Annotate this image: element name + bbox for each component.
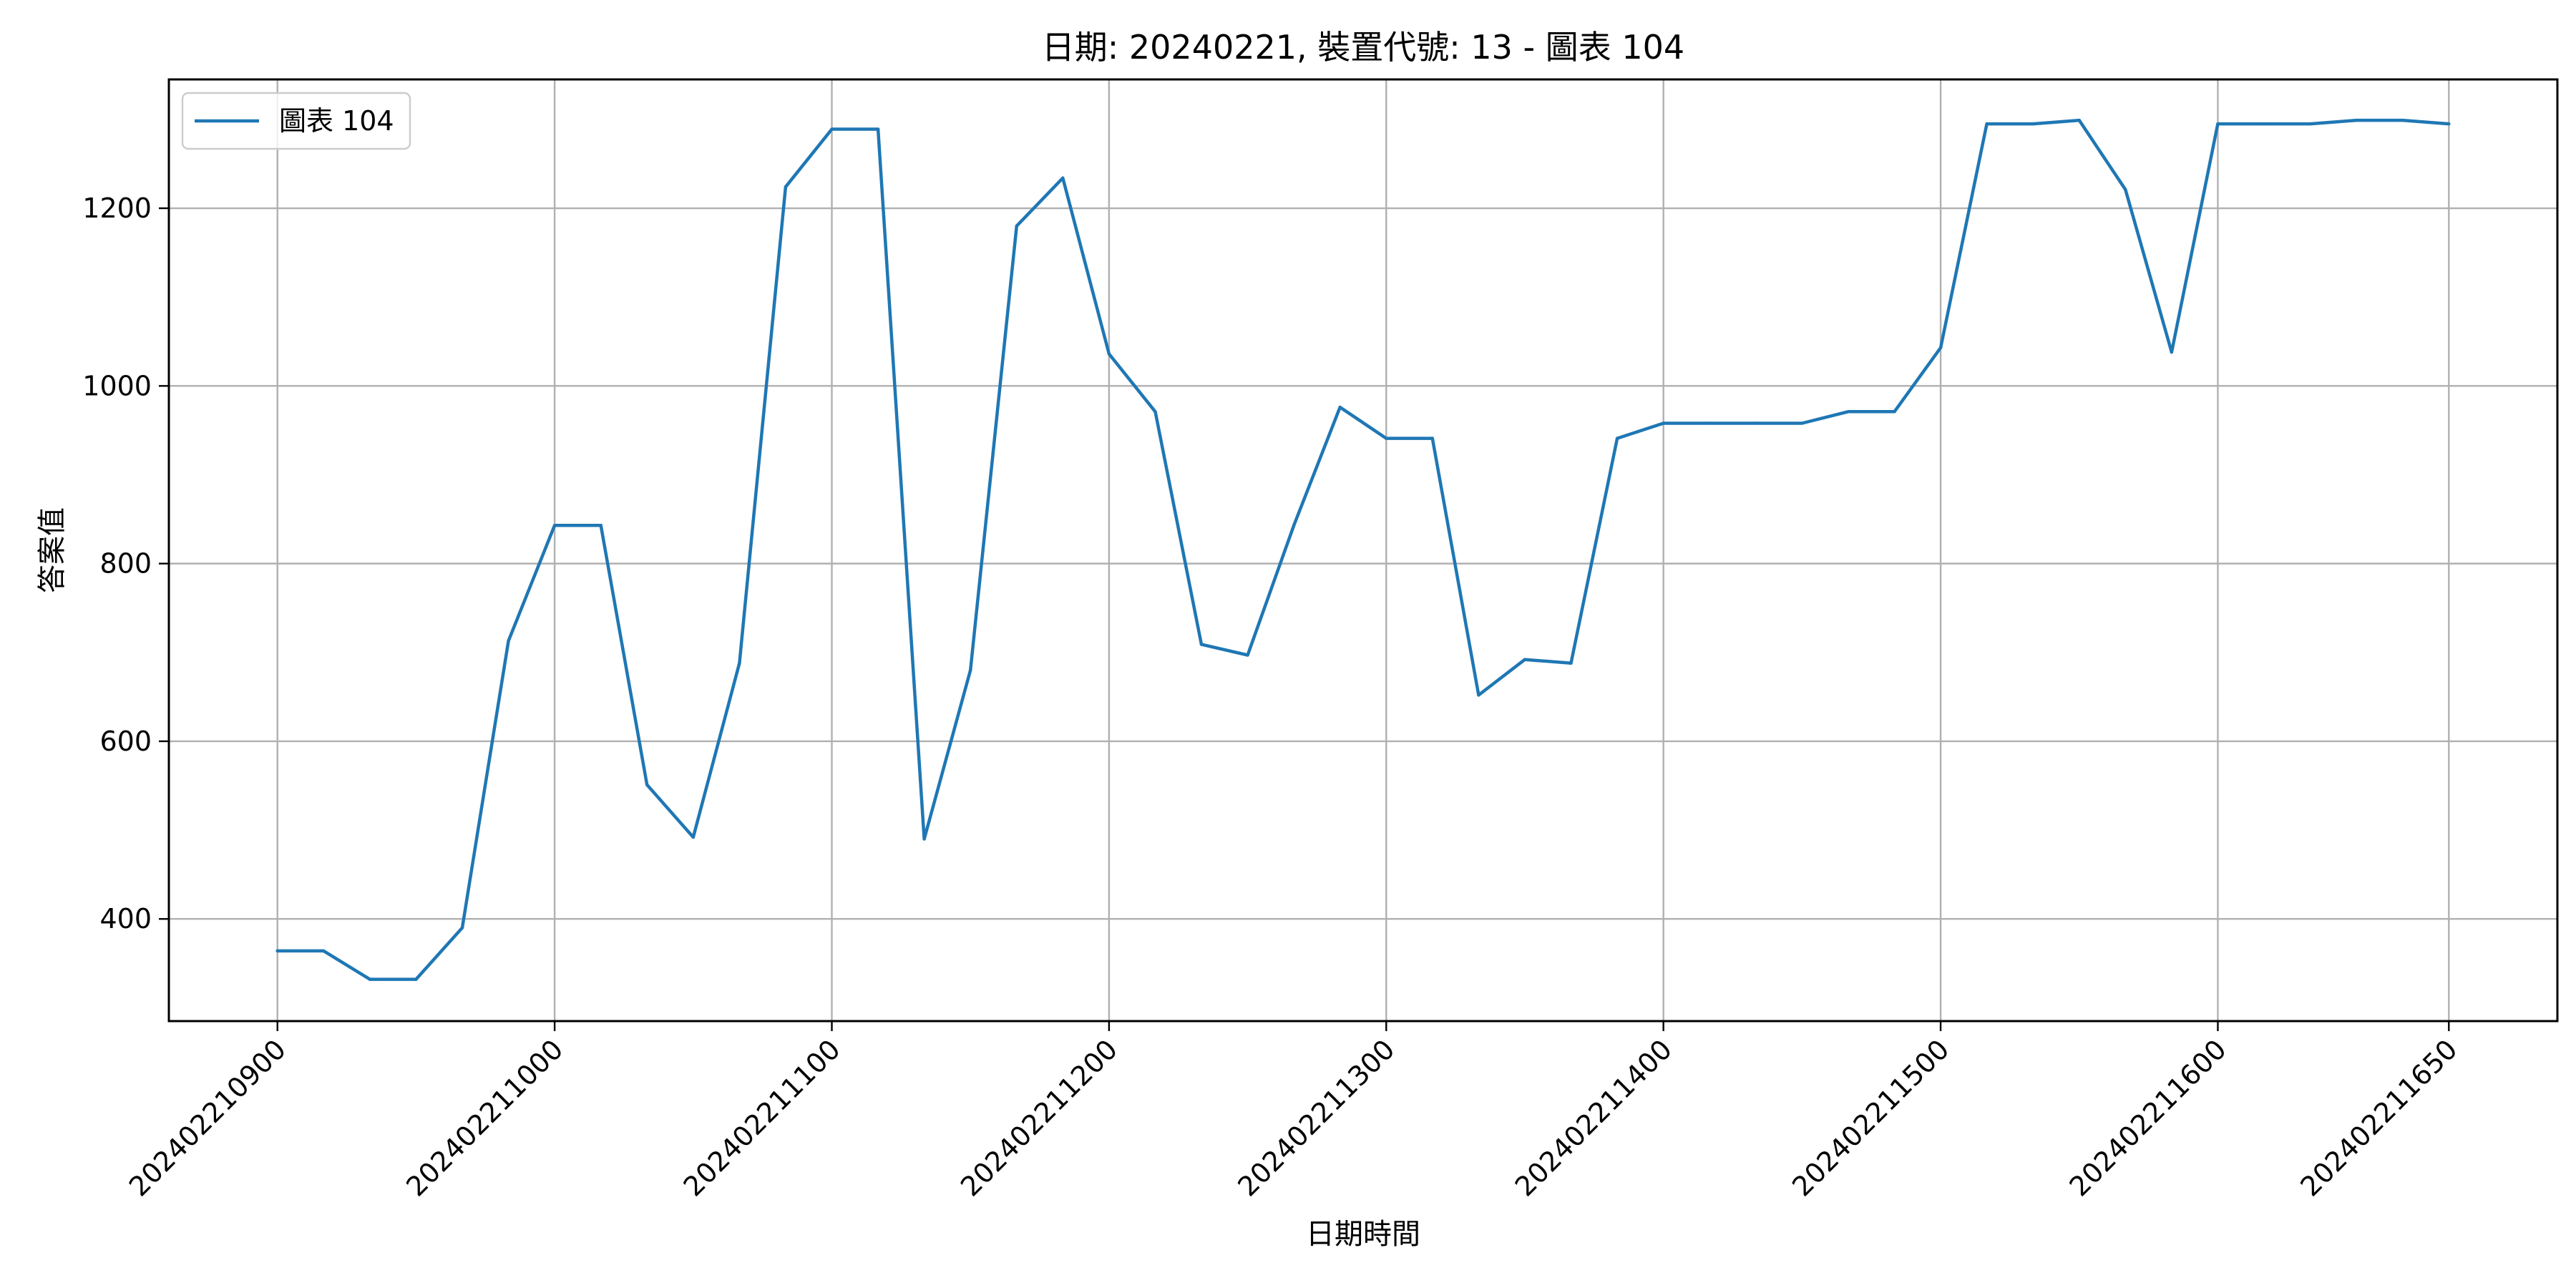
data-point xyxy=(1662,421,1665,425)
data-point xyxy=(414,977,418,981)
data-point xyxy=(1153,410,1157,414)
data-point xyxy=(1477,693,1480,697)
data-point xyxy=(2216,122,2220,126)
data-point xyxy=(368,977,372,981)
legend-label: 圖表 104 xyxy=(279,105,394,137)
data-point xyxy=(1800,421,1804,425)
data-point xyxy=(2031,122,2035,126)
x-tick-label: 202402211200 xyxy=(955,1033,1123,1202)
data-point xyxy=(275,949,279,953)
data-point xyxy=(1523,658,1527,661)
data-point xyxy=(1107,352,1111,356)
series-layer xyxy=(275,118,2451,981)
chart-title: 日期: 20240221, 裝置代號: 13 - 圖表 104 xyxy=(1042,28,1684,67)
x-tick-label: 202402211100 xyxy=(678,1033,847,1202)
data-point xyxy=(2077,118,2081,122)
data-point xyxy=(1615,436,1619,440)
data-point xyxy=(2170,350,2174,354)
data-point xyxy=(968,668,972,672)
data-point xyxy=(2124,187,2127,192)
data-point xyxy=(1893,410,1896,414)
data-point xyxy=(460,926,464,930)
data-point xyxy=(1754,421,1758,425)
data-point xyxy=(2354,118,2358,122)
data-point xyxy=(1569,661,1573,665)
data-point xyxy=(552,524,557,527)
y-axis-label: 答案值 xyxy=(36,507,69,593)
grid-layer xyxy=(169,79,2557,1021)
data-point xyxy=(2401,118,2404,122)
data-point xyxy=(1938,346,1943,350)
data-point xyxy=(738,661,741,665)
x-tick-label: 202402211300 xyxy=(1231,1033,1400,1202)
data-point xyxy=(2262,122,2266,126)
y-tick-label: 800 xyxy=(99,548,152,580)
data-point xyxy=(1846,410,1850,414)
data-point xyxy=(1708,421,1712,425)
data-point xyxy=(507,639,510,643)
data-point xyxy=(922,837,926,841)
plot-frame xyxy=(167,78,2559,1023)
x-tick-label: 202402211500 xyxy=(1786,1033,1955,1202)
y-tick-label: 1000 xyxy=(82,370,152,401)
data-point xyxy=(1338,405,1342,409)
series-line xyxy=(275,118,2451,981)
data-point xyxy=(1985,122,1989,126)
data-point xyxy=(1292,524,1296,527)
data-point xyxy=(1430,436,1435,440)
x-tick-label: 202402211000 xyxy=(400,1033,569,1202)
data-point xyxy=(599,524,602,527)
data-point xyxy=(1015,224,1018,228)
data-point xyxy=(322,949,326,953)
data-point xyxy=(1385,436,1388,440)
data-point xyxy=(1061,176,1065,180)
data-point xyxy=(1246,653,1249,657)
data-point xyxy=(876,127,880,131)
tick-layer: 202402210900 202402211000 202402211100 2024… xyxy=(82,192,2463,1202)
x-tick-label: 202402211600 xyxy=(2064,1033,2233,1202)
y-tick-label: 1200 xyxy=(82,192,152,224)
data-point xyxy=(691,835,696,839)
x-tick-label: 202402210900 xyxy=(123,1033,292,1202)
data-point xyxy=(1199,643,1204,646)
data-point xyxy=(784,185,788,189)
data-point xyxy=(2447,122,2451,126)
data-point xyxy=(2308,122,2312,126)
data-point xyxy=(645,783,649,786)
y-tick-label: 600 xyxy=(99,726,152,757)
legend: 圖表 104 xyxy=(181,92,411,150)
x-axis-label: 日期時間 xyxy=(1306,1218,1420,1251)
data-point xyxy=(830,127,834,131)
legend-box xyxy=(181,92,411,150)
x-tick-label: 202402211400 xyxy=(1509,1033,1678,1202)
y-tick-label: 400 xyxy=(99,903,152,935)
x-tick-label: 202402211650 xyxy=(2294,1033,2463,1202)
